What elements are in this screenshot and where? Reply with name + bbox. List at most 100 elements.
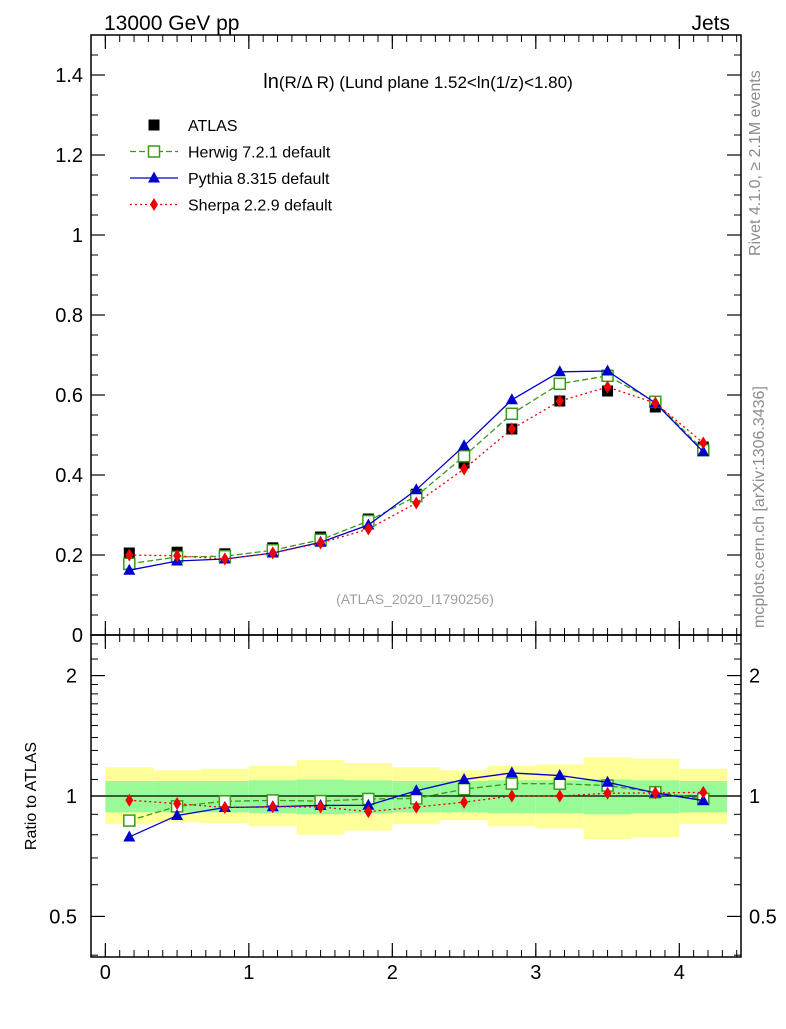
data-point-sherpa-2-2-9-default bbox=[507, 422, 516, 436]
ratio-y-tick-label: 2 bbox=[66, 666, 77, 688]
ratio-point-pythia-8-315-default bbox=[553, 769, 566, 781]
ratio-point-pythia-8-315-default bbox=[362, 798, 375, 810]
series-line-sherpa-2-2-9-default bbox=[129, 386, 704, 560]
ratio-point-pythia-8-315-default bbox=[505, 766, 518, 778]
legend-item-pythia-8-315-default: Pythia 8.315 default bbox=[130, 171, 330, 188]
x-tick-label: 4 bbox=[674, 962, 685, 984]
data-point-sherpa-2-2-9-default bbox=[316, 536, 325, 550]
y-tick-label: 0.6 bbox=[55, 385, 83, 407]
data-point-sherpa-2-2-9-default bbox=[125, 548, 134, 562]
rivet-version-label: Rivet 4.1.0, ≥ 2.1M events bbox=[747, 70, 764, 256]
ratio-point-sherpa-2-2-9-default bbox=[364, 805, 373, 819]
mcplots-label: mcplots.cern.ch [arXiv:1306.3436] bbox=[751, 386, 768, 628]
main-panel: 0 0.2 0.4 0.6 0.8 1 1.2 1.4 ln(R/Δ R) (Lund plan… bbox=[55, 34, 742, 647]
data-point-sherpa-2-2-9-default bbox=[173, 549, 182, 563]
header-left: 13000 GeV pp bbox=[104, 12, 239, 35]
chart-title-range: (Lund plane 1.52<ln(1/z)<1.80) bbox=[335, 73, 573, 92]
ratio-point-sherpa-2-2-9-default bbox=[555, 789, 564, 803]
legend: ATLAS Herwig 7.2.1 default Pythia 8.315 de… bbox=[130, 118, 333, 215]
ratio-point-sherpa-2-2-9-default bbox=[220, 800, 229, 814]
x-tick-label: 3 bbox=[530, 962, 541, 984]
ratio-y-tick-label: 1 bbox=[66, 786, 77, 808]
ratio-point-sherpa-2-2-9-default bbox=[412, 800, 421, 814]
data-point-sherpa-2-2-9-default bbox=[220, 552, 229, 566]
ratio-point-sherpa-2-2-9-default bbox=[125, 793, 134, 807]
ratio-point-pythia-8-315-default bbox=[410, 784, 423, 796]
ratio-point-pythia-8-315-default bbox=[123, 830, 136, 842]
y-tick-label: 0 bbox=[72, 625, 83, 647]
chart-title-ratio: (R/Δ R) bbox=[279, 73, 335, 92]
y-tick-label: 0.4 bbox=[55, 465, 83, 487]
legend-item-herwig-7-2-1-default: Herwig 7.2.1 default bbox=[130, 145, 331, 162]
legend-label-pythia-8-315-default: Pythia 8.315 default bbox=[188, 171, 330, 188]
data-point-sherpa-2-2-9-default bbox=[651, 396, 660, 410]
data-point-pythia-8-315-default bbox=[553, 365, 566, 377]
series-line-herwig-7-2-1-default bbox=[129, 375, 704, 565]
ratio-y-tick-label-right: 1 bbox=[749, 786, 760, 808]
y-tick-label: 0.2 bbox=[55, 545, 83, 567]
legend-label-sherpa-2-2-9-default: Sherpa 2.2.9 default bbox=[188, 198, 333, 215]
y-tick-label: 1 bbox=[72, 225, 83, 247]
data-point-herwig-7-2-1-default bbox=[505, 407, 519, 421]
x-tick-label: 0 bbox=[100, 962, 111, 984]
y-tick-label: 0.8 bbox=[55, 305, 83, 327]
data-point-sherpa-2-2-9-default bbox=[412, 496, 421, 510]
series-atlas bbox=[123, 385, 709, 560]
legend-label-atlas: ATLAS bbox=[188, 118, 238, 135]
ratio-point-pythia-8-315-default bbox=[171, 808, 184, 820]
series-sherpa-2-2-9-default bbox=[125, 380, 708, 566]
ratio-y-tick-label-right: 2 bbox=[749, 666, 760, 688]
ratio-point-sherpa-2-2-9-default bbox=[651, 786, 660, 800]
series-herwig-7-2-1-default bbox=[123, 369, 710, 571]
legend-marker-herwig-7-2-1-default bbox=[147, 145, 161, 158]
ratio-point-pythia-8-315-default bbox=[697, 794, 710, 806]
ratio-series-sherpa-2-2-9-default bbox=[125, 785, 708, 819]
ratio-point-sherpa-2-2-9-default bbox=[460, 795, 469, 809]
ratio-point-sherpa-2-2-9-default bbox=[699, 785, 708, 799]
legend-label-herwig-7-2-1-default: Herwig 7.2.1 default bbox=[188, 145, 331, 162]
analysis-watermark: (ATLAS_2020_I1790256) bbox=[336, 591, 494, 607]
chart-title: ln(R/Δ R) (Lund plane 1.52<ln(1/z)<1.80) bbox=[263, 71, 573, 93]
data-point-sherpa-2-2-9-default bbox=[364, 522, 373, 536]
data-point-sherpa-2-2-9-default bbox=[268, 546, 277, 560]
x-tick-label: 1 bbox=[243, 962, 254, 984]
data-point-sherpa-2-2-9-default bbox=[460, 462, 469, 476]
y-tick-label: 1.2 bbox=[55, 145, 83, 167]
data-point-herwig-7-2-1-default bbox=[553, 377, 567, 391]
data-point-pythia-8-315-default bbox=[123, 563, 136, 575]
x-tick-label: 2 bbox=[387, 962, 398, 984]
data-point-herwig-7-2-1-default bbox=[457, 449, 471, 463]
ratio-point-sherpa-2-2-9-default bbox=[507, 789, 516, 803]
legend-marker-pythia-8-315-default bbox=[148, 171, 160, 183]
ratio-point-herwig-7-2-1-default bbox=[505, 777, 519, 790]
ratio-point-herwig-7-2-1-default bbox=[457, 782, 471, 796]
data-point-pythia-8-315-default bbox=[505, 393, 518, 405]
data-point-pythia-8-315-default bbox=[410, 483, 423, 495]
legend-marker-atlas bbox=[148, 119, 160, 131]
data-point-pythia-8-315-default bbox=[697, 445, 710, 457]
ratio-point-sherpa-2-2-9-default bbox=[603, 786, 612, 800]
ratio-point-pythia-8-315-default bbox=[458, 772, 471, 784]
ratio-point-sherpa-2-2-9-default bbox=[268, 800, 277, 814]
series-pythia-8-315-default bbox=[123, 364, 710, 575]
chart-title-ln: ln bbox=[263, 71, 279, 93]
ratio-y-tick-label: 0.5 bbox=[49, 906, 77, 928]
data-point-pythia-8-315-default bbox=[601, 364, 614, 376]
data-point-sherpa-2-2-9-default bbox=[603, 380, 612, 394]
series-line-pythia-8-315-default bbox=[129, 370, 704, 571]
data-point-sherpa-2-2-9-default bbox=[555, 394, 564, 408]
ratio-point-herwig-7-2-1-default bbox=[123, 814, 136, 827]
ratio-y-axis-label: Ratio to ATLAS bbox=[23, 742, 40, 850]
ratio-point-sherpa-2-2-9-default bbox=[173, 797, 182, 811]
ratio-panel: 0 1 2 3 4 0.5 0.5 1 1 2 2 Ratio to ATLAS bbox=[23, 634, 777, 984]
y-tick-label: 1.4 bbox=[55, 65, 83, 87]
ratio-point-pythia-8-315-default bbox=[601, 775, 614, 787]
data-point-pythia-8-315-default bbox=[458, 439, 471, 451]
data-point-sherpa-2-2-9-default bbox=[699, 436, 708, 450]
legend-item-sherpa-2-2-9-default: Sherpa 2.2.9 default bbox=[130, 198, 333, 215]
legend-item-atlas: ATLAS bbox=[148, 118, 238, 135]
ratio-point-sherpa-2-2-9-default bbox=[316, 800, 325, 814]
header-right: Jets bbox=[691, 12, 730, 35]
